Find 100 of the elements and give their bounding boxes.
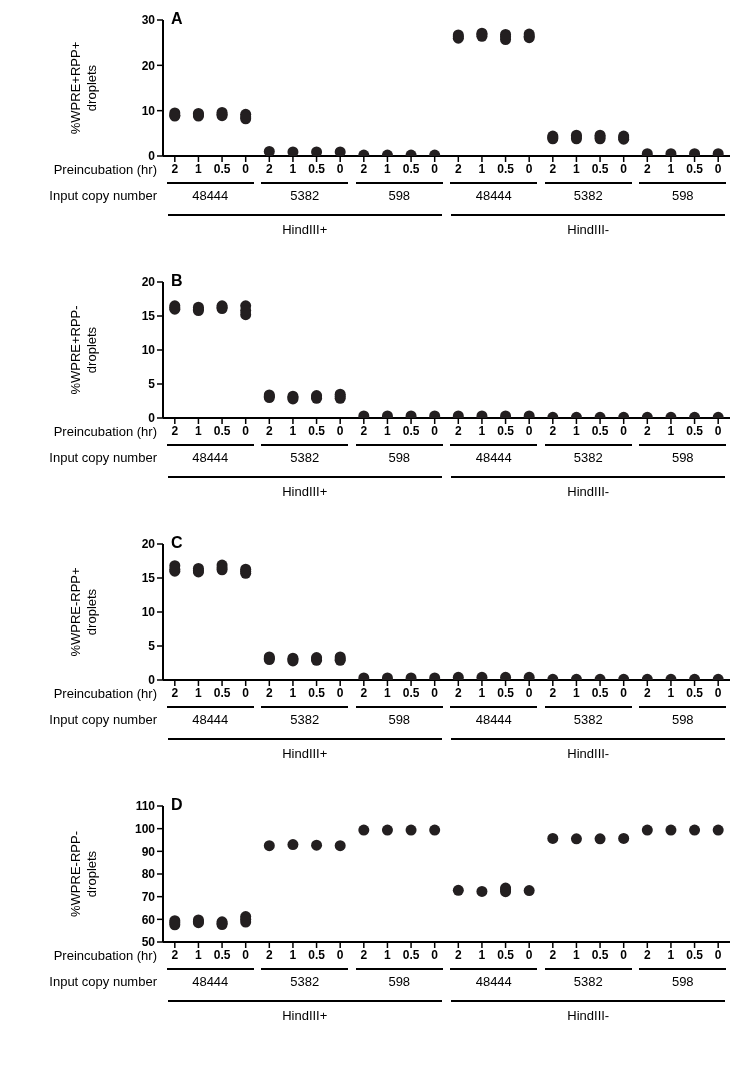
x-tick-label: 0 (714, 161, 722, 176)
x-tick-label: 0 (431, 423, 439, 438)
x-tick-label: 1 (384, 161, 392, 176)
text: 5382 (573, 712, 603, 727)
x-tick-label: 1 (289, 685, 297, 700)
text: Input copy number (49, 712, 157, 727)
x-tick-label: 2 (265, 423, 273, 438)
x-tick-label: 0.5 (213, 423, 231, 438)
y-tick-label: 60 (141, 912, 156, 927)
x-tick-label: 1 (667, 947, 675, 962)
x-tick-label: 0.5 (497, 947, 515, 962)
x-tick-label: 2 (171, 947, 179, 962)
text: 48444 (475, 712, 512, 727)
x-tick-label: 0.5 (686, 423, 704, 438)
x-tick-label: 1 (478, 423, 486, 438)
x-tick-label: 0 (336, 423, 344, 438)
text: Preincubation (hr) (53, 686, 157, 701)
y-tick-label: 10 (141, 103, 156, 118)
x-tick-label: 1 (289, 161, 297, 176)
x-tick-label: 0.5 (308, 685, 326, 700)
x-tick-label: 1 (195, 161, 203, 176)
y-axis-title: %WPRE+RPP+ droplets (68, 41, 99, 135)
x-tick-label: 0 (242, 161, 250, 176)
x-tick-label: 1 (384, 947, 392, 962)
x-tick-label: 2 (643, 423, 651, 438)
x-tick-label: 2 (454, 947, 462, 962)
text: 48444 (475, 188, 512, 203)
x-tick-label: 2 (360, 947, 368, 962)
text: Preincubation (hr) (53, 424, 157, 439)
x-tick-label: 2 (360, 161, 368, 176)
text: 5382 (290, 450, 320, 465)
x-tick-label: 0 (620, 161, 628, 176)
chart-title: D (171, 796, 183, 813)
text: 5382 (573, 974, 603, 989)
text: 598 (671, 712, 694, 727)
x-tick-label: 2 (265, 685, 273, 700)
x-tick-label: 2 (360, 685, 368, 700)
x-tick-label: 0 (525, 685, 533, 700)
x-tick-label: 0.5 (591, 947, 609, 962)
x-tick-label: 0.5 (402, 161, 420, 176)
text: 598 (671, 188, 694, 203)
x-tick-label: 0.5 (686, 685, 704, 700)
y-tick-label: 5 (148, 639, 156, 654)
x-tick-label: 1 (573, 947, 581, 962)
y-tick-label: 70 (141, 889, 156, 904)
x-tick-label: 0.5 (308, 161, 326, 176)
text: 598 (671, 450, 694, 465)
x-tick-label: 0 (242, 947, 250, 962)
text: 5382 (290, 712, 320, 727)
x-tick-label: 0.5 (497, 685, 515, 700)
x-tick-label: 2 (171, 161, 179, 176)
y-tick-label: 110 (135, 799, 156, 814)
y-tick-label: 0 (148, 673, 156, 688)
x-tick-label: 0.5 (308, 947, 326, 962)
x-tick-label: 0.5 (497, 423, 515, 438)
text: Input copy number (49, 974, 157, 989)
x-tick-label: 1 (384, 685, 392, 700)
text: 598 (388, 974, 411, 989)
x-tick-label: 1 (195, 947, 203, 962)
x-tick-label: 1 (478, 947, 486, 962)
x-tick-label: 0 (431, 161, 439, 176)
text: 48444 (475, 450, 512, 465)
text: 5382 (290, 974, 320, 989)
x-tick-label: 1 (384, 423, 392, 438)
x-tick-label: 0 (620, 947, 628, 962)
x-tick-label: 0 (336, 685, 344, 700)
y-tick-label: 20 (141, 58, 156, 73)
x-tick-label: 0.5 (308, 423, 326, 438)
y-tick-label: 15 (141, 571, 156, 586)
x-tick-label: 1 (289, 423, 297, 438)
text: 48444 (192, 712, 229, 727)
x-tick-label: 1 (289, 947, 297, 962)
text: 5382 (290, 188, 320, 203)
y-tick-label: 10 (141, 605, 156, 620)
y-tick-label: 80 (141, 867, 156, 882)
y-axis-title: %WPRE-RPP- droplets (68, 831, 99, 917)
text: Input copy number (49, 188, 157, 203)
x-tick-label: 2 (265, 161, 273, 176)
x-tick-label: 1 (478, 685, 486, 700)
chart-title: B (171, 272, 183, 289)
x-tick-label: 0.5 (591, 423, 609, 438)
x-tick-label: 1 (573, 423, 581, 438)
x-tick-label: 0.5 (213, 947, 231, 962)
x-tick-label: 2 (549, 161, 557, 176)
x-tick-label: 0.5 (402, 947, 420, 962)
x-tick-label: 1 (478, 161, 486, 176)
y-tick-label: 50 (141, 935, 156, 950)
x-tick-label: 0 (431, 685, 439, 700)
x-tick-label: 0 (525, 161, 533, 176)
y-tick-label: 90 (141, 844, 156, 859)
text: 48444 (475, 974, 512, 989)
text: HindIII+ (282, 1008, 328, 1023)
x-tick-label: 1 (667, 423, 675, 438)
x-tick-label: 2 (643, 685, 651, 700)
x-tick-label: 2 (171, 685, 179, 700)
text: 48444 (192, 974, 229, 989)
x-tick-label: 0.5 (402, 685, 420, 700)
x-tick-label: 0 (714, 947, 722, 962)
text: Preincubation (hr) (53, 948, 157, 963)
x-tick-label: 1 (573, 685, 581, 700)
